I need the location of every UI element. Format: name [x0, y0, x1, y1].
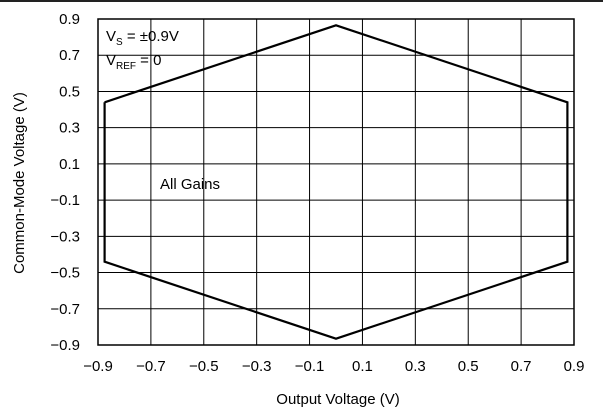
x-tick-label: 0.9	[564, 358, 585, 375]
annotation-vref: VREF = 0	[106, 52, 161, 72]
annotation-vs: VS = ±0.9V	[106, 28, 179, 48]
y-tick-label: 0.1	[59, 156, 80, 173]
x-axis-label: Output Voltage (V)	[276, 391, 399, 408]
x-tick-label: −0.9	[83, 358, 113, 375]
y-tick-label: 0.9	[59, 11, 80, 28]
x-tick-label: 0.1	[352, 358, 373, 375]
y-tick-label: −0.1	[50, 192, 80, 209]
series-line	[103, 24, 569, 340]
y-axis-label: Common-Mode Voltage (V)	[11, 92, 28, 274]
x-tick-label: 0.7	[511, 358, 532, 375]
x-tick-label: 0.5	[458, 358, 479, 375]
annotation-all-gains: All Gains	[160, 176, 220, 193]
grid	[98, 19, 574, 345]
y-tick-label: −0.7	[50, 301, 80, 318]
x-tick-label: −0.3	[242, 358, 272, 375]
y-tick-labels: 0.9 0.7 0.5 0.3 0.1 −0.1 −0.3 −0.5 −0.7 −0.9	[50, 11, 80, 354]
y-tick-label: −0.3	[50, 228, 80, 245]
x-tick-label: −0.7	[136, 358, 166, 375]
plot-frame	[97, 18, 575, 346]
y-tick-label: 0.7	[59, 47, 80, 64]
y-tick-label: 0.5	[59, 83, 80, 100]
y-tick-label: 0.3	[59, 120, 80, 137]
y-tick-label: −0.9	[50, 337, 80, 354]
x-tick-label: 0.3	[405, 358, 426, 375]
x-tick-label: −0.5	[189, 358, 219, 375]
top-rule	[0, 0, 603, 2]
y-tick-label: −0.5	[50, 265, 80, 282]
x-tick-label: −0.1	[295, 358, 325, 375]
x-tick-labels: −0.9 −0.7 −0.5 −0.3 −0.1 0.1 0.3 0.5 0.7 0.9	[83, 358, 584, 375]
